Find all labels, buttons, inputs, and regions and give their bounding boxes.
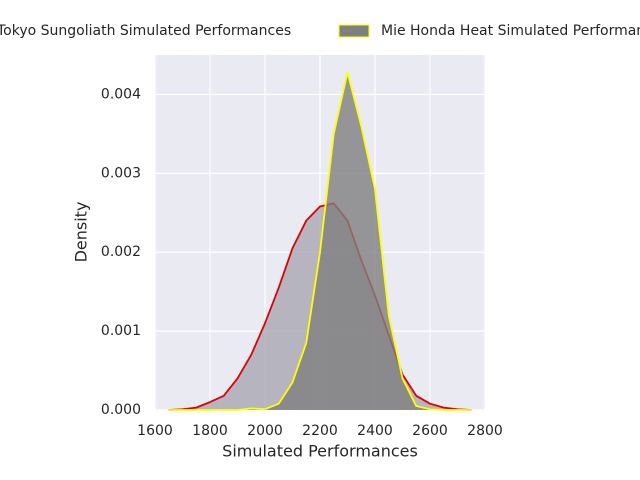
density-line xyxy=(168,71,472,411)
legend-label: Mie Honda Heat Simulated Performances xyxy=(381,23,640,39)
y-tick-label: 0.004 xyxy=(101,86,141,102)
x-tick-label: 1600 xyxy=(137,423,173,439)
x-tick-label: 2200 xyxy=(302,423,338,439)
x-tick-label: 2000 xyxy=(247,423,283,439)
y-tick-label: 0.002 xyxy=(101,244,141,260)
y-tick-label: 0.001 xyxy=(101,323,141,339)
x-axis-label: Simulated Performances xyxy=(222,442,418,461)
x-tick-label: 2600 xyxy=(412,423,448,439)
x-tick-label: 2400 xyxy=(357,423,393,439)
y-tick-label: 0.000 xyxy=(101,402,141,418)
legend-swatch xyxy=(338,24,370,38)
x-tick-label: 1800 xyxy=(192,423,228,439)
y-tick-label: 0.003 xyxy=(101,165,141,181)
y-axis-label: Density xyxy=(72,202,91,263)
density-area xyxy=(168,72,472,410)
x-tick-label: 2800 xyxy=(467,423,503,439)
legend-label: Tokyo Sungoliath Simulated Performances xyxy=(0,23,291,39)
marks xyxy=(168,71,472,411)
density-line xyxy=(168,202,472,411)
